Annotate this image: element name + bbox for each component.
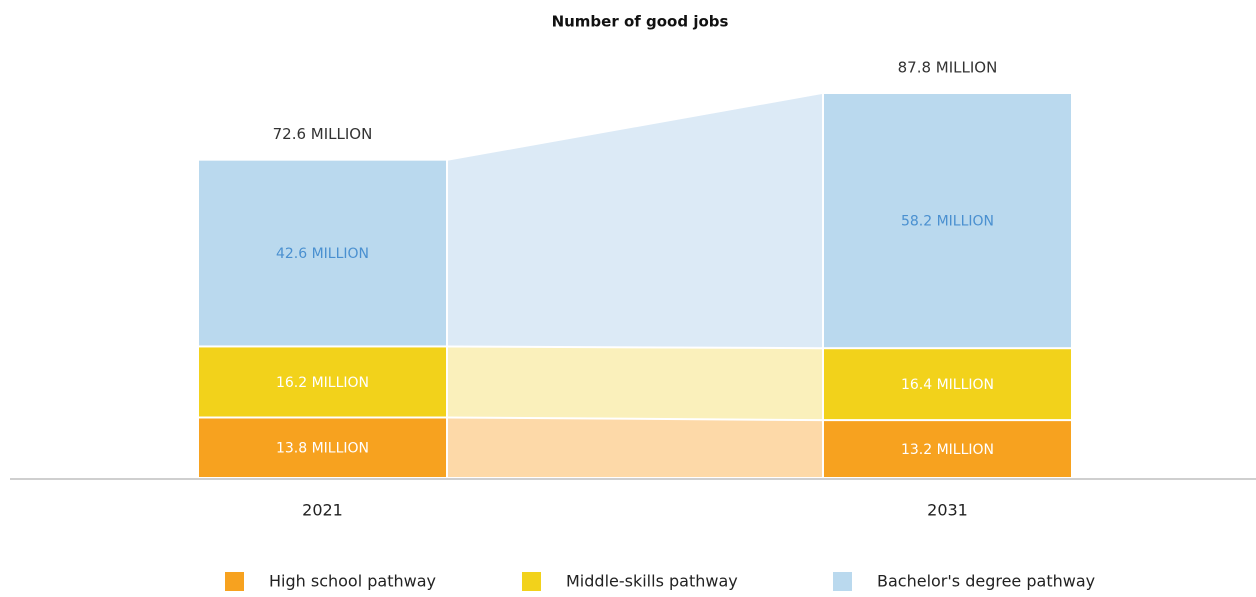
value-label: 16.4 MILLION [901,377,994,393]
bar-segment [199,418,446,477]
legend-swatch [522,572,541,591]
bar-segment [824,421,1071,477]
bar-segment [824,94,1071,348]
value-label: 58.2 MILLION [901,214,994,230]
bar-segment [199,347,446,417]
connector [448,347,822,420]
x-tick-label: 2021 [302,501,343,520]
value-label: 13.8 MILLION [276,441,369,457]
legend-swatch [833,572,852,591]
value-label: 16.2 MILLION [276,375,369,391]
connector [448,418,822,477]
legend-label: Middle-skills pathway [566,572,738,591]
bar-segment [824,349,1071,420]
legend-label: High school pathway [269,572,436,591]
legend-swatch [225,572,244,591]
chart-title: Number of good jobs [552,13,729,31]
value-label: 42.6 MILLION [276,246,369,262]
value-label: 13.2 MILLION [901,442,994,458]
total-label: 72.6 MILLION [273,125,373,143]
legend-label: Bachelor's degree pathway [877,572,1095,591]
bar-segment [199,160,446,346]
x-tick-label: 2031 [927,501,968,520]
total-label: 87.8 MILLION [898,59,998,77]
connector [448,94,822,348]
